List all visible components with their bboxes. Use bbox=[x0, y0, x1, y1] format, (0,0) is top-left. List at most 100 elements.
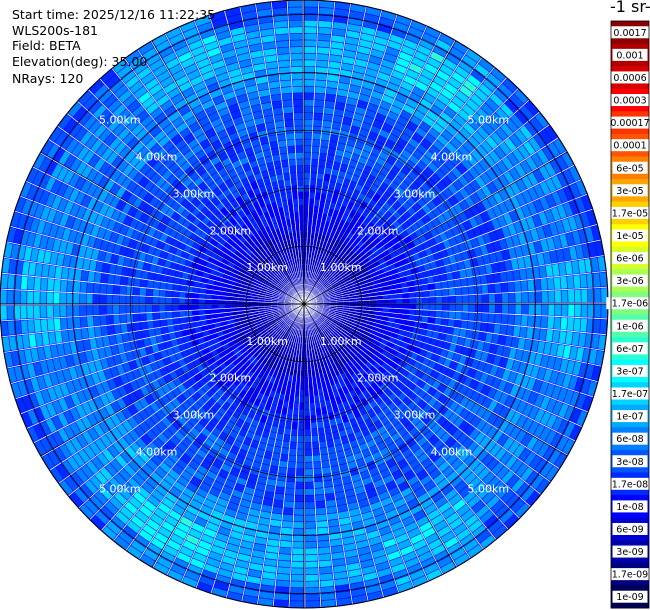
range-gate bbox=[428, 290, 436, 297]
range-gate bbox=[382, 308, 390, 313]
range-gate bbox=[330, 302, 337, 304]
range-gate bbox=[320, 193, 327, 201]
range-gate bbox=[422, 32, 438, 45]
range-gate bbox=[317, 173, 324, 180]
range-gate bbox=[165, 304, 173, 312]
range-gate bbox=[218, 300, 225, 304]
range-gate bbox=[337, 279, 344, 284]
range-gate bbox=[284, 428, 291, 435]
range-gate bbox=[205, 309, 212, 315]
range-gate bbox=[304, 126, 313, 133]
range-gate bbox=[433, 252, 442, 261]
range-gate bbox=[174, 324, 182, 332]
range-gate bbox=[536, 149, 549, 164]
range-gate bbox=[60, 317, 68, 330]
range-gate bbox=[408, 286, 416, 293]
range-gate bbox=[326, 229, 332, 236]
range-gate bbox=[426, 189, 437, 200]
range-gate bbox=[299, 389, 304, 396]
range-gate bbox=[474, 285, 482, 294]
range-gate bbox=[545, 329, 554, 342]
range-gate bbox=[556, 204, 567, 219]
range-gate bbox=[446, 326, 454, 335]
range-gate bbox=[495, 108, 509, 122]
range-gate bbox=[432, 75, 447, 87]
range-gate bbox=[397, 154, 408, 165]
range-gate bbox=[172, 291, 180, 298]
range-gate bbox=[409, 115, 422, 126]
range-gate bbox=[87, 271, 95, 282]
range-gate bbox=[412, 86, 425, 98]
range-gate bbox=[561, 152, 574, 168]
range-gate bbox=[86, 316, 94, 327]
range-gate bbox=[310, 422, 318, 429]
range-gate bbox=[344, 207, 352, 216]
range-gate bbox=[316, 260, 321, 267]
range-gate bbox=[166, 283, 174, 291]
range-gate bbox=[482, 78, 497, 92]
range-gate bbox=[354, 58, 368, 68]
range-gate bbox=[370, 271, 378, 278]
range-gate bbox=[329, 293, 336, 297]
range-gate bbox=[366, 222, 374, 230]
range-gate bbox=[336, 176, 344, 185]
range-gate bbox=[167, 276, 175, 284]
range-gate bbox=[93, 294, 100, 304]
range-gate bbox=[304, 389, 309, 396]
range-gate bbox=[382, 295, 390, 300]
range-gate bbox=[113, 314, 120, 324]
range-gate bbox=[475, 294, 482, 303]
range-gate bbox=[318, 286, 324, 292]
range-gate bbox=[563, 202, 574, 217]
range-gate bbox=[492, 191, 504, 204]
range-gate bbox=[312, 126, 322, 134]
range-gate bbox=[429, 228, 439, 238]
range-gate bbox=[392, 99, 405, 110]
range-gate bbox=[313, 119, 323, 127]
range-gate bbox=[309, 185, 316, 193]
range-gate bbox=[391, 273, 400, 280]
range-gate bbox=[473, 162, 485, 175]
range-gate bbox=[463, 79, 477, 93]
range-gate bbox=[357, 177, 366, 186]
range-gate bbox=[536, 253, 545, 266]
range-gate bbox=[508, 304, 515, 314]
range-gate bbox=[532, 168, 545, 183]
range-gate bbox=[317, 428, 325, 435]
range-gate bbox=[447, 280, 455, 288]
range-gate bbox=[396, 225, 405, 234]
range-gate bbox=[369, 296, 376, 301]
range-gate bbox=[393, 278, 401, 285]
range-gate bbox=[304, 350, 307, 357]
range-gate bbox=[327, 276, 333, 282]
range-gate bbox=[442, 239, 452, 249]
range-gate bbox=[127, 277, 135, 287]
range-gate bbox=[447, 319, 455, 327]
range-gate bbox=[339, 76, 351, 84]
range-gate bbox=[133, 287, 140, 296]
range-gate bbox=[389, 149, 400, 160]
range-gate bbox=[313, 468, 322, 475]
range-gate bbox=[331, 196, 338, 204]
range-gate bbox=[406, 98, 419, 109]
range-gate bbox=[355, 106, 366, 116]
range-gate bbox=[424, 247, 433, 256]
range-gate bbox=[126, 295, 133, 304]
range-gate bbox=[388, 215, 397, 224]
range-gate bbox=[86, 293, 93, 304]
range-gate bbox=[277, 426, 285, 434]
range-gate bbox=[549, 250, 558, 264]
range-gate bbox=[444, 82, 458, 95]
range-gate bbox=[343, 222, 350, 230]
range-gate bbox=[449, 137, 462, 149]
range-gate bbox=[494, 314, 502, 324]
range-gate bbox=[485, 220, 495, 232]
range-gate bbox=[501, 226, 511, 238]
range-gate bbox=[447, 218, 457, 229]
range-gate bbox=[304, 369, 308, 377]
range-gate bbox=[580, 318, 588, 332]
range-gate bbox=[322, 293, 329, 297]
range-gate bbox=[185, 298, 192, 304]
range-gate bbox=[281, 521, 293, 528]
range-gate bbox=[309, 272, 313, 279]
